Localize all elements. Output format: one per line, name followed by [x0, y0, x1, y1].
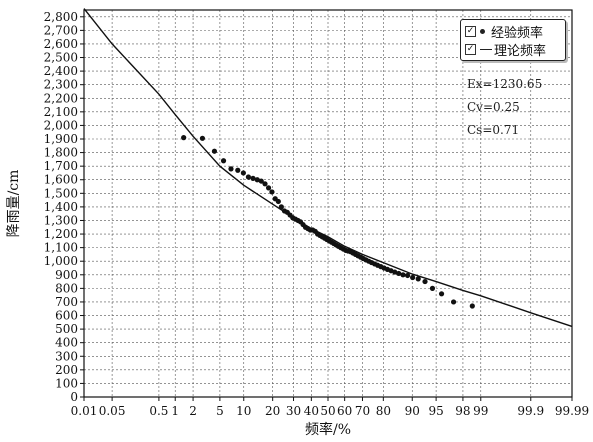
empirical-point: [228, 166, 234, 172]
y-tick-label: 1,200: [44, 227, 78, 241]
y-tick-label: 1,800: [44, 146, 78, 160]
empirical-point: [220, 158, 227, 164]
empirical-point: [400, 272, 406, 278]
x-tick-label: 0.01: [71, 404, 98, 418]
empirical-point: [265, 185, 272, 191]
y-tick-label: 600: [55, 309, 78, 323]
y-tick-label: 1,500: [44, 186, 78, 200]
x-tick-label: 90: [405, 404, 420, 418]
empirical-point: [199, 135, 206, 141]
x-tick-label: 95: [428, 404, 443, 418]
empirical-point: [254, 177, 260, 183]
x-tick-label: 98: [455, 404, 470, 418]
checkbox-check-icon[interactable]: ✓: [465, 25, 476, 37]
legend-entry-theoretical[interactable]: ✓ 理论频率: [465, 41, 547, 59]
empirical-point: [258, 178, 264, 184]
empirical-point: [240, 170, 246, 176]
y-tick-label: 2,500: [44, 51, 78, 65]
empirical-point: [450, 299, 457, 305]
y-tick-label: 900: [55, 268, 78, 282]
empirical-point: [235, 167, 241, 173]
x-tick-label: 2: [189, 404, 197, 418]
y-tick-label: 0: [70, 390, 78, 404]
x-tick-label: 99.99: [555, 404, 589, 418]
x-axis-label: 频率/%: [305, 421, 351, 438]
empirical-point: [404, 272, 411, 279]
x-tick-label: 50: [320, 404, 335, 418]
x-tick-label: 0.05: [99, 404, 126, 418]
y-tick-label: 300: [55, 349, 78, 363]
stat-cv: Cv=0.25: [467, 100, 520, 114]
x-tick-label: 60: [337, 404, 352, 418]
x-tick-label: 10: [236, 404, 251, 418]
empirical-point: [211, 148, 218, 154]
empirical-point: [275, 198, 281, 205]
empirical-point: [245, 174, 252, 180]
x-tick-label: 30: [286, 404, 301, 418]
stat-ex: Ex=1230.65: [467, 77, 543, 91]
y-tick-label: 1,700: [44, 159, 78, 173]
empirical-point: [278, 204, 284, 210]
empirical-point: [181, 135, 187, 141]
empirical-point: [429, 285, 436, 291]
empirical-point: [250, 175, 256, 181]
y-tick-label: 1,600: [44, 173, 78, 187]
y-tick-label: 2,700: [44, 23, 78, 37]
checkbox-check-icon[interactable]: ✓: [465, 43, 476, 55]
y-tick-label: 100: [55, 376, 78, 390]
empirical-point: [469, 303, 475, 309]
empirical-point: [392, 269, 398, 275]
empirical-point: [410, 274, 416, 281]
y-tick-label: 200: [55, 363, 78, 377]
y-tick-label: 1,000: [44, 254, 78, 268]
y-tick-label: 700: [55, 295, 78, 309]
y-tick-label: 1,400: [44, 200, 78, 214]
legend-label-theoretical: 理论频率: [494, 43, 547, 59]
empirical-point: [438, 291, 445, 297]
empirical-point: [396, 270, 402, 277]
x-tick-label: 99: [473, 404, 488, 418]
x-tick-label: 70: [355, 404, 370, 418]
y-tick-label: 2,800: [44, 10, 78, 24]
y-tick-label: 2,200: [44, 91, 78, 105]
point-marker-icon: [480, 28, 485, 34]
plot-frame: [83, 9, 573, 398]
legend: ✓ 经验频率 ✓ 理论频率: [460, 19, 566, 61]
y-axis-label: 降雨量/cm: [6, 170, 22, 238]
x-tick-label: 80: [376, 404, 391, 418]
x-tick-label: 99.9: [517, 404, 544, 418]
line-marker-icon: [480, 48, 492, 50]
x-tick-label: 40: [304, 404, 319, 418]
y-tick-label: 400: [55, 336, 78, 350]
y-tick-label: 2,400: [44, 64, 78, 78]
y-tick-label: 2,100: [44, 105, 78, 119]
x-tick-label: 1: [171, 404, 179, 418]
y-tick-label: 2,600: [44, 37, 78, 51]
x-tick-label: 20: [265, 404, 280, 418]
x-tick-label: 0.5: [149, 404, 168, 418]
empirical-point: [269, 189, 275, 195]
legend-entry-empirical[interactable]: ✓ 经验频率: [465, 23, 544, 41]
empirical-point: [422, 278, 428, 285]
legend-label-empirical: 经验频率: [491, 25, 544, 41]
y-tick-label: 2,300: [44, 78, 78, 92]
y-tick-label: 1,300: [44, 213, 78, 227]
y-tick-label: 1,100: [44, 241, 78, 255]
y-tick-label: 1,900: [44, 132, 78, 146]
y-tick-label: 500: [55, 322, 78, 336]
empirical-point: [262, 181, 268, 187]
y-tick-label: 800: [55, 281, 78, 295]
y-tick-label: 2,000: [44, 118, 78, 132]
empirical-point: [415, 276, 421, 282]
stat-cs: Cs=0.71: [467, 123, 520, 137]
x-tick-label: 5: [216, 404, 224, 418]
